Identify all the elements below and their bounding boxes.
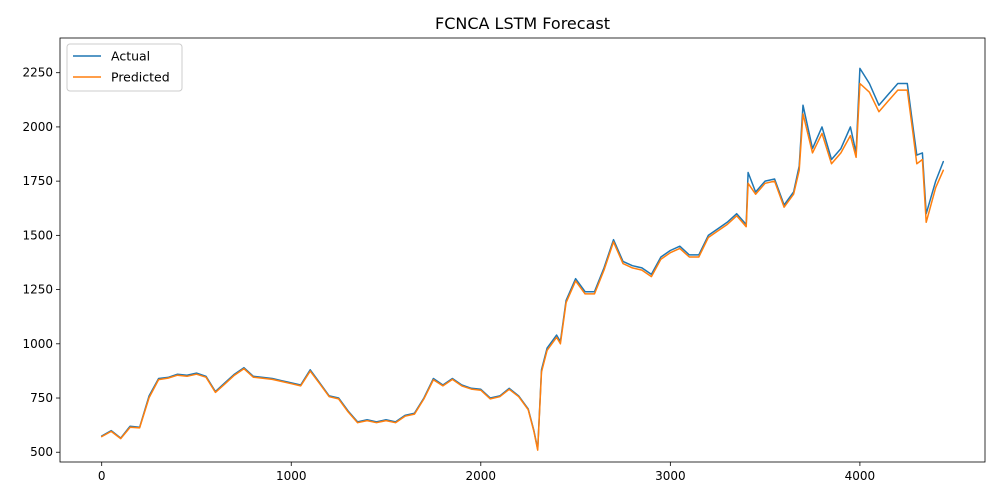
x-tick-label: 3000 (655, 469, 686, 483)
x-tick-label: 4000 (845, 469, 876, 483)
y-tick-label: 1000 (22, 337, 53, 351)
chart-title: FCNCA LSTM Forecast (435, 14, 610, 33)
legend-label-actual: Actual (111, 49, 150, 64)
legend-label-predicted: Predicted (111, 70, 170, 85)
y-tick-label: 2000 (22, 120, 53, 134)
y-tick-label: 500 (30, 445, 53, 459)
y-tick-label: 1750 (22, 174, 53, 188)
x-tick-label: 2000 (466, 469, 497, 483)
x-tick-label: 0 (98, 469, 106, 483)
y-tick-label: 2250 (22, 66, 53, 80)
x-tick-label: 1000 (276, 469, 307, 483)
y-tick-label: 750 (30, 391, 53, 405)
legend: Actual Predicted (66, 43, 183, 92)
series-line-predicted (100, 82, 945, 451)
plot-area: 0 1000 2000 3000 4000 500 750 1000 1250 1500 1750 2… (22, 37, 986, 483)
y-tick-label: 1500 (22, 228, 53, 242)
y-tick-label: 1250 (22, 283, 53, 297)
plot-frame (59, 37, 986, 463)
